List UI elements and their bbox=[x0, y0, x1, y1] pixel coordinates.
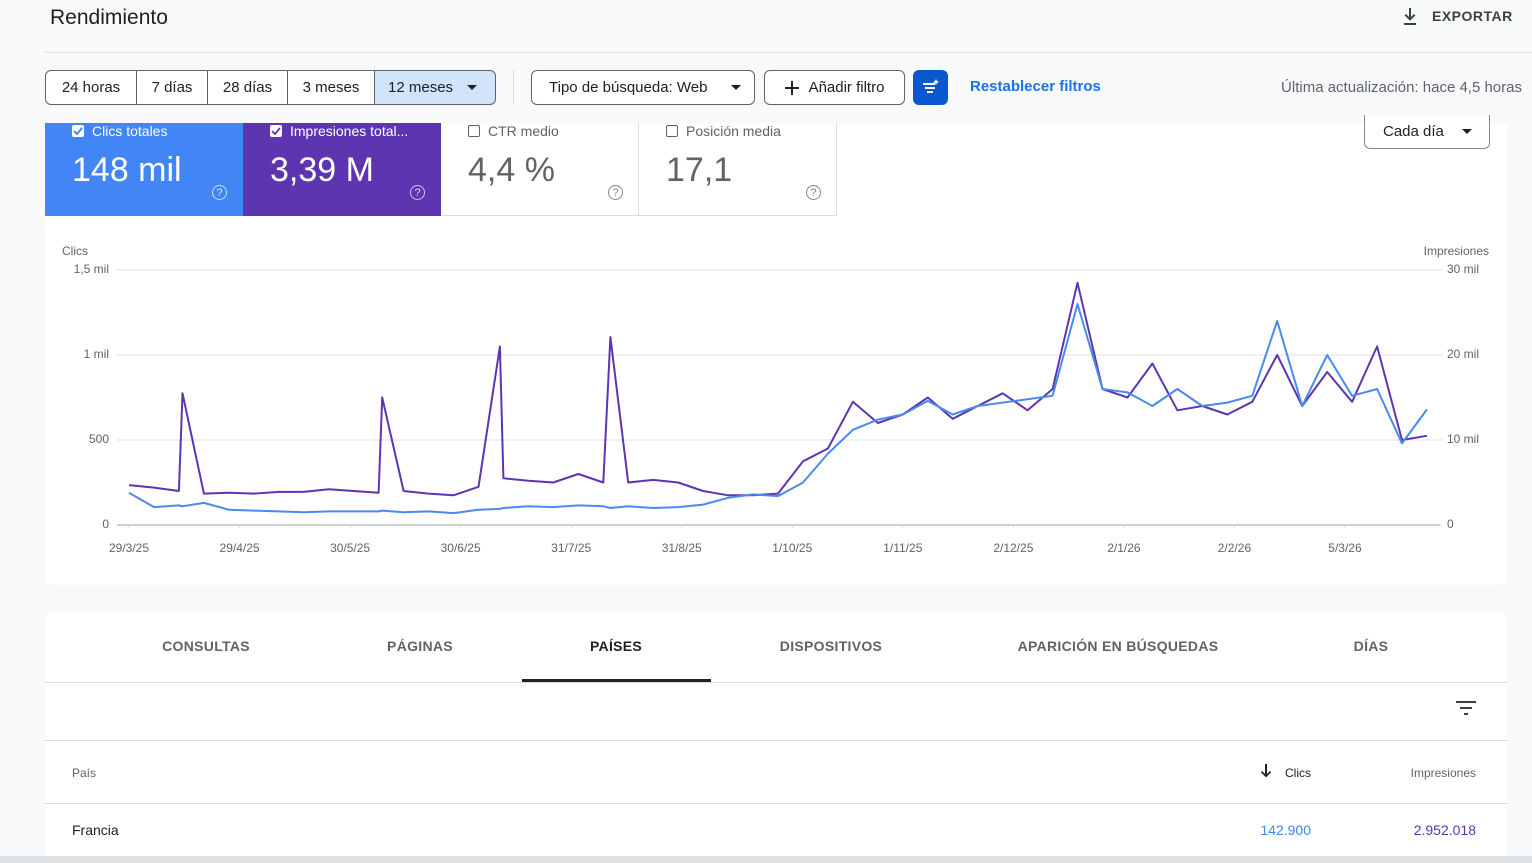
export-label: EXPORTAR bbox=[1432, 8, 1513, 24]
x-tick-label: 31/8/25 bbox=[662, 541, 702, 555]
series-line bbox=[128, 303, 1428, 515]
table-filter-icon[interactable] bbox=[1456, 700, 1476, 716]
metric-value: 148 mil bbox=[72, 151, 182, 189]
add-filter-label: Añadir filtro bbox=[808, 79, 885, 96]
metric-label: Clics totales bbox=[92, 123, 168, 139]
tab[interactable]: CONSULTAS bbox=[162, 638, 250, 654]
range-button[interactable]: 24 horas bbox=[45, 70, 137, 105]
tab[interactable]: DISPOSITIVOS bbox=[779, 638, 883, 654]
help-icon: ? bbox=[410, 185, 425, 200]
x-tick-label: 2/1/26 bbox=[1107, 541, 1141, 555]
range-button-selected[interactable]: 12 meses bbox=[374, 70, 496, 105]
search-type-button[interactable]: Tipo de búsqueda: Web bbox=[531, 70, 755, 105]
tab-selected[interactable]: PAÍSES bbox=[589, 638, 643, 654]
y2-axis-title: Impresiones bbox=[1424, 244, 1489, 258]
filter-icon-button[interactable] bbox=[913, 70, 948, 105]
add-filter-button[interactable]: Añadir filtro bbox=[764, 70, 905, 105]
plus-icon bbox=[784, 80, 799, 95]
tabs-divider bbox=[45, 682, 1507, 683]
range-button[interactable]: 3 meses bbox=[287, 70, 375, 105]
dropdown-arrow bbox=[1462, 129, 1472, 134]
table-divider bbox=[45, 740, 1507, 741]
column-header[interactable]: Impresiones bbox=[1410, 766, 1476, 780]
dropdown-arrow bbox=[731, 85, 741, 90]
top-cut bbox=[45, 105, 1507, 123]
bottom-bar bbox=[0, 856, 1532, 863]
metric-value: 4,4 % bbox=[468, 151, 555, 189]
download-icon bbox=[1404, 8, 1416, 25]
help-icon: ? bbox=[806, 185, 821, 200]
metric-value: 3,39 M bbox=[270, 151, 374, 189]
y-axis-title: Clics bbox=[62, 244, 88, 258]
separator bbox=[45, 52, 1532, 53]
table-card bbox=[45, 612, 1507, 863]
reset-filters-link[interactable]: Restablecer filtros bbox=[970, 78, 1101, 95]
sort-arrow bbox=[1260, 764, 1272, 783]
table-cell: 2.952.018 bbox=[1413, 822, 1476, 838]
search-type-label: Tipo de búsqueda: Web bbox=[549, 79, 708, 96]
metric-card[interactable]: Posición media 17,1 ? bbox=[639, 123, 837, 216]
y2-tick-label: 20 mil bbox=[1447, 347, 1479, 361]
tab-indicator bbox=[522, 679, 711, 682]
table-cell: Francia bbox=[72, 822, 119, 838]
x-tick-label: 5/3/26 bbox=[1328, 541, 1362, 555]
range-label: 12 meses bbox=[388, 79, 454, 96]
tab[interactable]: DÍAS bbox=[1353, 638, 1389, 654]
checkbox bbox=[666, 125, 678, 137]
metric-value: 17,1 bbox=[666, 151, 733, 189]
metric-card[interactable]: CTR medio 4,4 % ? bbox=[441, 123, 639, 216]
page-title: Rendimiento bbox=[50, 6, 168, 29]
x-tick-label: 2/2/26 bbox=[1218, 541, 1252, 555]
x-tick-label: 1/11/25 bbox=[883, 541, 922, 555]
filter-icon bbox=[923, 79, 939, 93]
x-tick-label: 29/4/25 bbox=[220, 541, 260, 555]
granularity-label: Cada día bbox=[1383, 123, 1444, 140]
granularity-select[interactable]: Cada día bbox=[1364, 115, 1490, 149]
x-tick-label: 30/6/25 bbox=[441, 541, 481, 555]
checkbox bbox=[72, 125, 84, 137]
divider bbox=[513, 70, 514, 105]
tab[interactable]: APARICIÓN EN BÚSQUEDAS bbox=[1017, 638, 1219, 654]
x-tick-label: 30/5/25 bbox=[330, 541, 370, 555]
dropdown-arrow bbox=[467, 85, 477, 90]
y-tick-label: 0 bbox=[102, 517, 109, 531]
x-tick-label: 29/3/25 bbox=[109, 541, 149, 555]
chart: Clics Impresiones 0 500 1 mil 1,5 mil 0 10 mi… bbox=[62, 244, 1489, 555]
help-icon: ? bbox=[212, 185, 227, 200]
x-tick-label: 31/7/25 bbox=[551, 541, 591, 555]
metric-card[interactable]: Impresiones total... 3,39 M ? bbox=[243, 123, 441, 216]
series-line bbox=[128, 281, 1428, 497]
checkbox bbox=[468, 125, 480, 137]
y2-tick-label: 30 mil bbox=[1447, 262, 1479, 276]
y2-tick-label: 10 mil bbox=[1447, 432, 1479, 446]
range-button[interactable]: 28 días bbox=[207, 70, 288, 105]
help-icon: ? bbox=[608, 185, 623, 200]
tab[interactable]: PÁGINAS bbox=[387, 638, 453, 654]
x-tick-label: 2/12/25 bbox=[993, 541, 1033, 555]
column-header: País bbox=[72, 766, 97, 780]
metric-label: Impresiones total... bbox=[290, 123, 409, 139]
y-tick-label: 1,5 mil bbox=[74, 262, 109, 276]
table-cell: 142.900 bbox=[1260, 822, 1311, 838]
y-tick-label: 1 mil bbox=[84, 347, 109, 361]
metric-label: CTR medio bbox=[488, 123, 559, 139]
export-button[interactable]: EXPORTAR bbox=[1400, 6, 1513, 26]
checkbox bbox=[270, 125, 282, 137]
y2-tick-label: 0 bbox=[1447, 517, 1454, 531]
metric-card[interactable]: Clics totales 148 mil ? bbox=[45, 123, 243, 216]
x-tick-label: 1/10/25 bbox=[772, 541, 812, 555]
table-divider bbox=[45, 803, 1507, 804]
y-tick-label: 500 bbox=[89, 432, 109, 446]
column-header[interactable]: Clics bbox=[1285, 766, 1311, 780]
metric-label: Posición media bbox=[686, 123, 781, 139]
last-update: Última actualización: hace 4,5 horas bbox=[1281, 79, 1522, 96]
